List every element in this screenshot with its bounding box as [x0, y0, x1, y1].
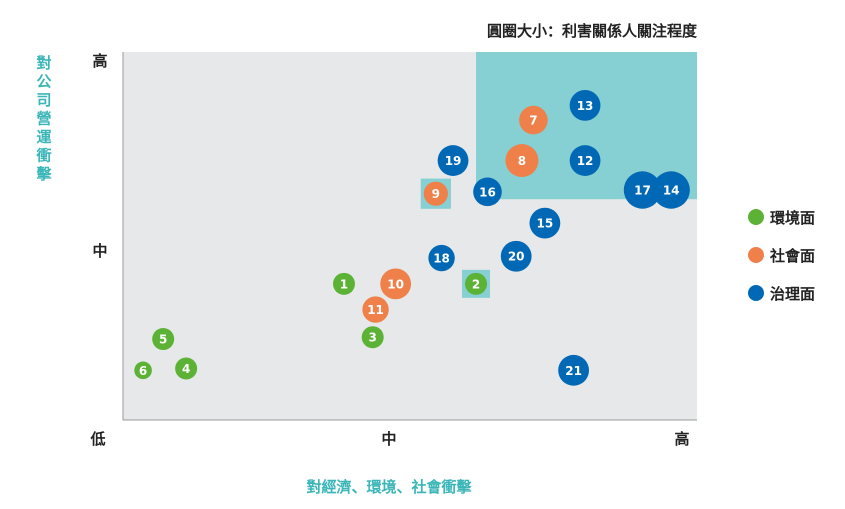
- x-tick-label: 中: [381, 430, 396, 448]
- bubble-label: 10: [387, 277, 404, 291]
- bubble-circle: [428, 244, 455, 272]
- bubble-label: 8: [518, 154, 526, 168]
- bubble-7: 7: [519, 105, 548, 135]
- legend-label: 環境面: [770, 209, 815, 227]
- bubble-label: 20: [508, 250, 525, 264]
- y-axis-title-char: 公: [36, 73, 51, 91]
- bubble-label: 14: [663, 184, 680, 198]
- bubble-18: 18: [428, 244, 455, 272]
- y-axis-title-char: 運: [36, 128, 52, 146]
- legend-swatch: [748, 247, 764, 263]
- bubble-1: 1: [332, 272, 355, 295]
- bubble-label: 5: [159, 333, 167, 347]
- legend-label: 治理面: [770, 285, 815, 303]
- y-axis-title-char: 司: [36, 91, 51, 109]
- bubble-8: 8: [505, 144, 539, 178]
- bubble-11: 11: [362, 296, 389, 323]
- bubble-label: 3: [369, 331, 377, 345]
- bubble-label: 16: [479, 185, 496, 199]
- bubble-13: 13: [569, 89, 601, 121]
- bubble-label: 19: [445, 154, 462, 168]
- bubble-circle: [361, 326, 384, 349]
- bubble-label: 21: [565, 364, 582, 378]
- bubble-12: 12: [569, 145, 601, 176]
- bubble-label: 18: [433, 252, 450, 266]
- legend-label: 社會面: [769, 247, 815, 265]
- bubble-label: 4: [182, 362, 190, 376]
- bubble-circle: [362, 296, 389, 323]
- bubble-3: 3: [361, 326, 384, 349]
- x-axis-title: 對經濟、環境、社會衝擊: [306, 478, 472, 496]
- bubble-6: 6: [134, 361, 152, 380]
- bubble-circle: [134, 361, 152, 380]
- bubble-label: 13: [577, 99, 594, 113]
- y-tick-labels: 高中: [92, 52, 107, 260]
- bubble-circle: [623, 171, 662, 209]
- bubble-circle: [175, 357, 198, 380]
- legend-swatch: [748, 285, 764, 301]
- x-tick-label: 低: [89, 430, 105, 448]
- bubble-circle: [652, 171, 690, 209]
- y-tick-label: 中: [92, 242, 107, 260]
- bubble-label: 7: [529, 114, 537, 128]
- bubble-circle: [569, 89, 601, 121]
- y-axis-title-char: 對: [36, 54, 51, 72]
- legend-swatch: [748, 209, 764, 225]
- y-axis-title-char: 營: [36, 110, 51, 128]
- bubble-circle: [465, 272, 488, 295]
- bubble-circle: [569, 145, 601, 176]
- x-tick-labels: 低中高: [89, 430, 689, 448]
- bubble-label: 1: [340, 277, 348, 291]
- bubble-10: 10: [380, 268, 412, 300]
- bubble-circle: [505, 144, 539, 178]
- legend-item: 社會面: [748, 247, 815, 265]
- bubble-4: 4: [175, 357, 198, 380]
- y-axis-title-char: 衝: [35, 147, 51, 165]
- legend-item: 治理面: [748, 285, 815, 303]
- bubble-circle: [380, 268, 412, 300]
- bubble-19: 19: [437, 145, 469, 176]
- bubble-label: 11: [367, 303, 384, 317]
- bubble-label: 2: [472, 277, 480, 291]
- bubble-circle: [473, 177, 502, 207]
- bubble-9: 9: [420, 178, 451, 209]
- bubble-5: 5: [152, 328, 175, 351]
- bubble-circle: [529, 207, 561, 239]
- bubble-circle: [437, 145, 469, 176]
- bubble-label: 17: [634, 184, 651, 198]
- bubble-circle: [332, 272, 355, 295]
- bubble-16: 16: [473, 177, 502, 207]
- bubble-circle: [152, 328, 175, 351]
- bubble-circle: [500, 240, 532, 272]
- bubble-21: 21: [558, 354, 589, 386]
- y-axis-title-char: 擊: [36, 165, 52, 183]
- bubble-label: 15: [537, 217, 554, 231]
- legend-item: 環境面: [748, 209, 815, 227]
- bubble-label: 9: [432, 187, 440, 201]
- bubble-14: 14: [652, 171, 690, 209]
- bubble-label: 12: [577, 154, 594, 168]
- bubble-circle: [558, 354, 589, 386]
- bubble-size-note: 圓圈大小：利害關係人關注程度: [487, 22, 698, 40]
- y-tick-label: 高: [92, 52, 107, 70]
- bubble-label: 6: [139, 364, 147, 378]
- bubble-circle: [423, 181, 448, 206]
- bubble-15: 15: [529, 207, 561, 239]
- x-tick-label: 高: [674, 430, 689, 448]
- bubble-20: 20: [500, 240, 532, 272]
- bubble-circle: [519, 105, 548, 135]
- bubble-2: 2: [462, 269, 491, 298]
- bubble-17: 17: [623, 171, 662, 209]
